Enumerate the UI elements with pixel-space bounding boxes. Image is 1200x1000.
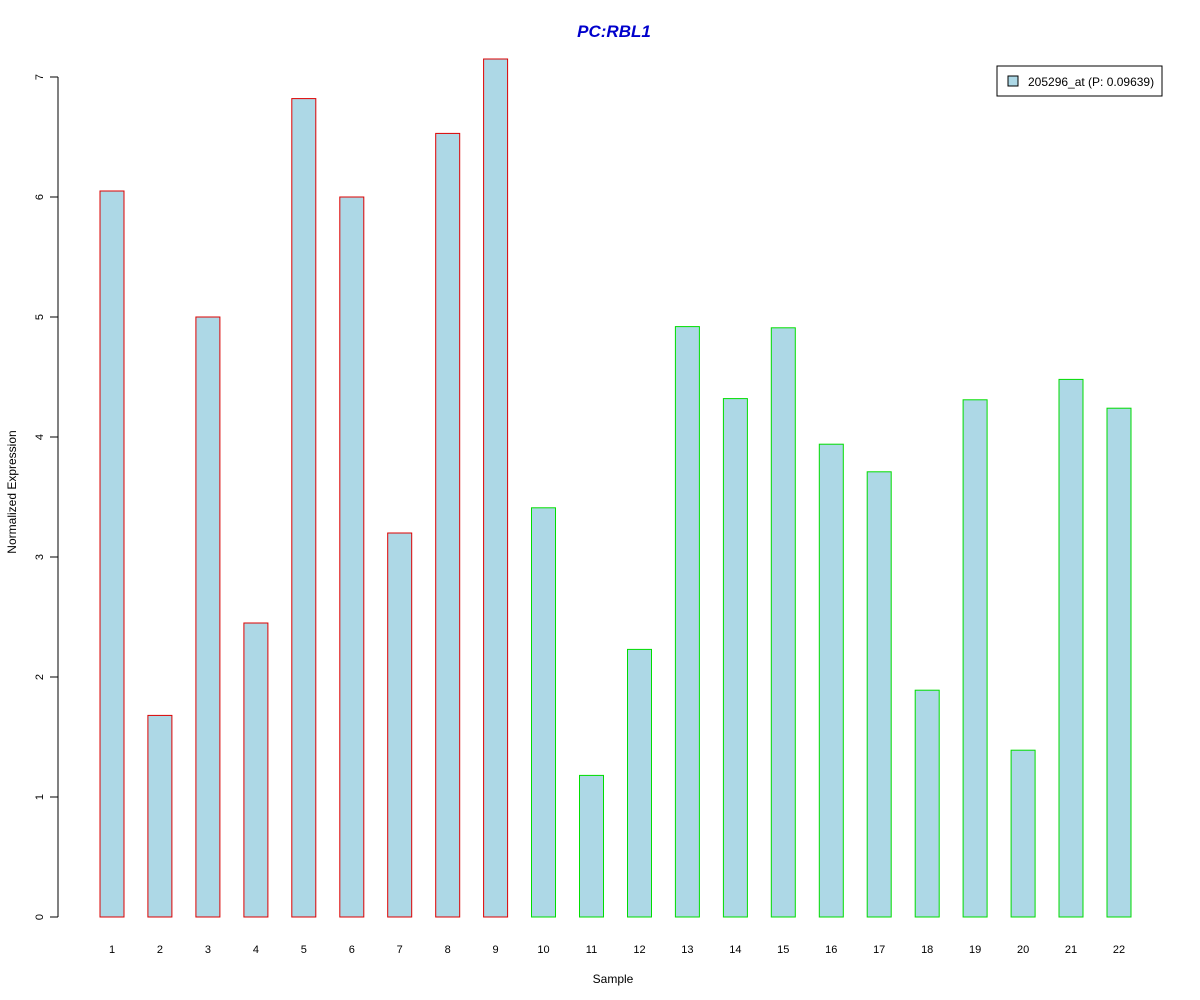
bar-sample-3 [195,316,221,918]
x-tick-label: 12 [633,944,645,956]
y-tick-label: 7 [34,74,46,80]
x-axis-tick-labels: 1 2 3 4 5 6 7 8 9 10 11 12 13 14 15 16 17 18 19 20 21 22 [109,944,1125,956]
x-tick-label: 2 [157,944,163,956]
y-axis-title: Normalized Expression [5,430,19,553]
x-tick-label: 4 [253,944,259,956]
x-tick-label: 20 [1017,944,1029,956]
bar-sample-22 [1106,407,1132,918]
x-tick-label: 22 [1113,944,1125,956]
bar-sample-10 [531,507,556,918]
legend-entry: 205296_at (P: 0.09639) [1028,75,1154,89]
y-tick-label: 6 [34,194,46,200]
x-tick-label: 13 [681,944,693,956]
x-tick-label: 1 [109,944,115,956]
x-tick-label: 6 [349,944,355,956]
y-tick-label: 1 [34,794,46,800]
x-axis-title: Sample [593,972,634,986]
chart-title: PC:RBL1 [577,22,651,41]
bar-sample-11 [579,774,604,918]
bar-sample-8 [435,132,461,918]
bar-sample-12 [627,648,652,918]
legend: 205296_at (P: 0.09639) [996,65,1163,97]
x-tick-label: 21 [1065,944,1077,956]
legend-box [996,65,1163,97]
bar-sample-2 [147,714,173,918]
bar-sample-16 [818,443,844,918]
x-tick-label: 9 [493,944,499,956]
x-tick-label: 10 [537,944,549,956]
x-tick-label: 3 [205,944,211,956]
x-tick-label: 17 [873,944,885,956]
bar-sample-21 [1058,378,1084,918]
y-tick-label: 0 [34,914,46,920]
bar-sample-19 [962,399,988,918]
bar-sample-18 [914,689,940,918]
x-tick-label: 5 [301,944,307,956]
x-tick-label: 15 [777,944,789,956]
x-tick-label: 11 [586,944,597,956]
bar-sample-13 [674,326,700,918]
y-axis-ticks: 0 1 2 3 4 5 6 7 [34,74,58,920]
y-tick-label: 2 [34,674,46,680]
bar-sample-5 [291,98,317,918]
bar-sample-4 [243,622,269,918]
x-tick-label: 18 [921,944,933,956]
bar-sample-1 [99,190,125,918]
y-tick-label: 3 [34,554,46,560]
x-tick-label: 16 [825,944,837,956]
bar-sample-15 [770,327,796,918]
bar-sample-20 [1010,749,1036,918]
y-tick-label: 4 [34,434,46,440]
bar-sample-9 [483,58,509,918]
x-tick-label: 8 [445,944,451,956]
bars-group [99,58,1132,918]
x-tick-label: 7 [397,944,403,956]
x-tick-label: 14 [729,944,741,956]
bar-sample-7 [387,532,413,918]
bar-sample-17 [866,471,892,918]
bar-sample-14 [722,398,748,918]
legend-swatch [1007,75,1019,87]
y-tick-label: 5 [34,314,46,320]
bar-sample-6 [339,196,365,918]
x-tick-label: 19 [969,944,981,956]
